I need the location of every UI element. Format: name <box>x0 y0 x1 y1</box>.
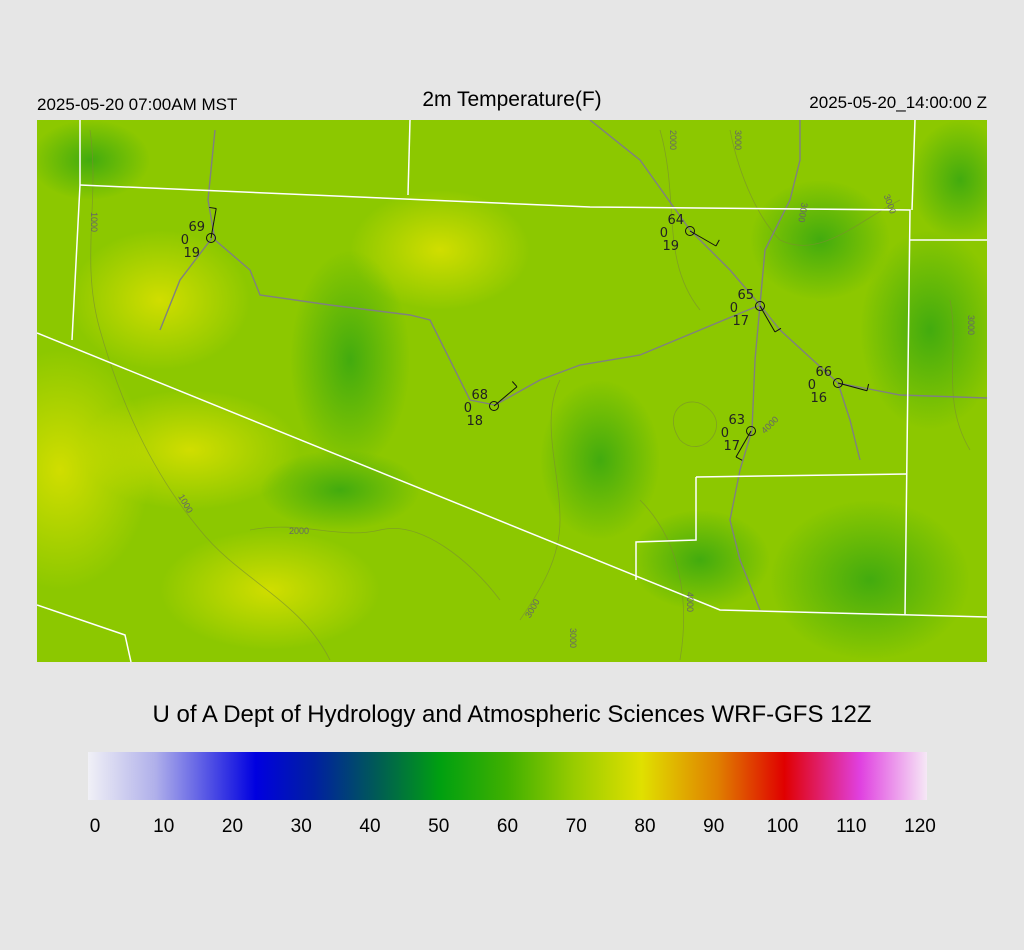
boundaries <box>37 120 987 662</box>
wind-barb <box>493 386 518 407</box>
station-marker <box>755 301 765 311</box>
station-temperature: 68 <box>471 388 488 403</box>
station-marker <box>833 378 843 388</box>
wind-barb-flag <box>866 383 870 391</box>
colorbar <box>88 752 927 800</box>
colorbar-ticks: 0 10 20 30 40 50 60 70 80 90 100 110 120 <box>90 816 936 837</box>
wind-barb <box>735 430 752 458</box>
station-temperature: 69 <box>188 220 205 235</box>
contour-label: 3000 <box>796 202 809 223</box>
station-temperature: 64 <box>667 213 684 228</box>
station-marker <box>685 226 695 236</box>
station-wind: 0 <box>660 226 668 241</box>
station-marker <box>746 426 756 436</box>
wind-barb <box>837 382 868 392</box>
colorbar-tick-label: 120 <box>904 816 936 837</box>
station-dewpoint: 16 <box>810 391 827 406</box>
colorbar-tick-label: 20 <box>222 816 243 837</box>
colorbar-tick-label: 110 <box>836 816 866 837</box>
station-dewpoint: 19 <box>662 239 679 254</box>
station-wind: 0 <box>808 378 816 393</box>
station-marker <box>206 233 216 243</box>
contour-label: 3000 <box>568 628 578 648</box>
station-wind: 0 <box>730 301 738 316</box>
station-wind: 0 <box>181 233 189 248</box>
colorbar-tick-label: 80 <box>634 816 655 837</box>
station-temperature: 66 <box>815 365 832 380</box>
contour-label: 2000 <box>668 130 678 150</box>
contour-label: 4000 <box>685 592 695 612</box>
valid-utc-time: 2025-05-20_14:00:00 Z <box>809 93 987 112</box>
colorbar-tick-label: 0 <box>90 816 101 837</box>
wind-barb-flag <box>774 327 782 333</box>
station-wind: 0 <box>721 426 729 441</box>
roads <box>159 120 987 611</box>
colorbar-tick-label: 10 <box>153 816 174 837</box>
colorbar-tick-label: 40 <box>359 816 380 837</box>
valid-local-time: 2025-05-20 07:00AM MST <box>37 95 237 114</box>
colorbar-tick-label: 70 <box>566 816 587 837</box>
colorbar-tick-label: 90 <box>703 816 724 837</box>
colorbar-tick-label: 100 <box>767 816 799 837</box>
contour-label: 3000 <box>966 315 976 335</box>
colorbar-tick-label: 60 <box>497 816 518 837</box>
elevation-contours <box>89 129 971 661</box>
wind-barb <box>210 208 217 239</box>
contour-label: 2000 <box>289 526 309 536</box>
contour-label: 1000 <box>89 212 99 232</box>
wind-barb <box>759 305 776 333</box>
map <box>37 120 987 662</box>
station-temperature: 63 <box>728 413 745 428</box>
wind-barb-flag <box>511 381 518 388</box>
wind-barb-flag <box>735 456 743 461</box>
station-dewpoint: 17 <box>732 314 749 329</box>
temperature-field <box>37 120 987 660</box>
station-dewpoint: 17 <box>723 439 740 454</box>
wind-barb-flag <box>209 206 217 209</box>
credit: U of A Dept of Hydrology and Atmospheric… <box>153 701 872 728</box>
station-wind: 0 <box>464 401 472 416</box>
colorbar-tick-label: 30 <box>291 816 312 837</box>
station-dewpoint: 18 <box>466 414 483 429</box>
map-title: 2m Temperature(F) <box>422 88 601 111</box>
wind-barb-flag <box>715 239 720 247</box>
station-dewpoint: 19 <box>183 246 200 261</box>
station-marker <box>489 401 499 411</box>
colorbar-tick-label: 50 <box>428 816 449 837</box>
contour-label: 3000 <box>733 130 743 150</box>
wind-barb <box>689 230 717 247</box>
station-temperature: 65 <box>737 288 754 303</box>
